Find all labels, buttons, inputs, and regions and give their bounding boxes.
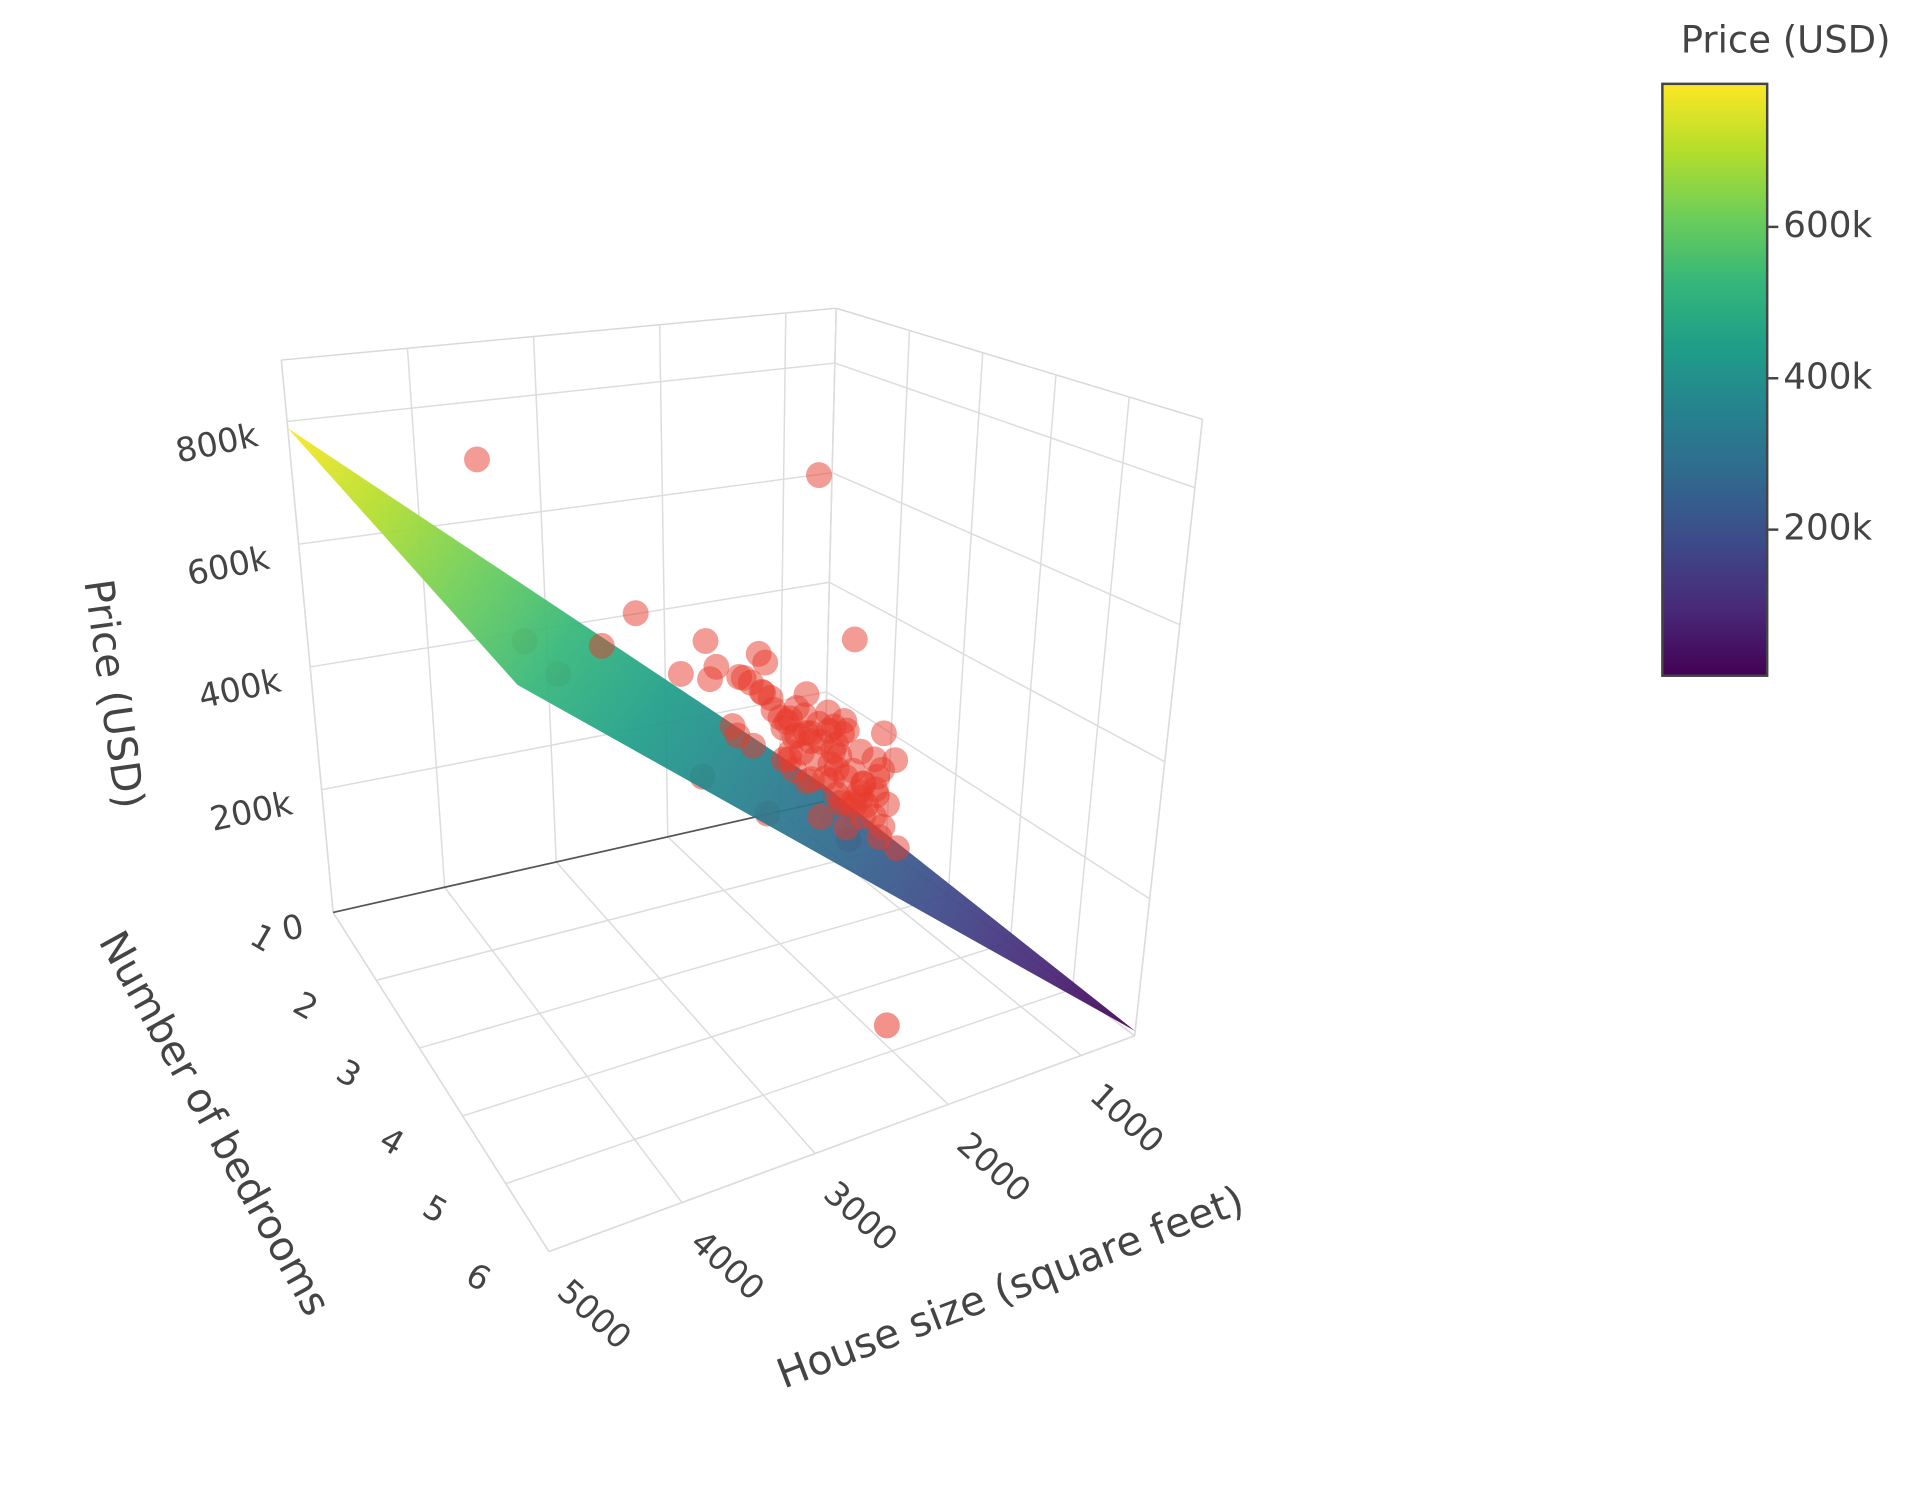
data-point bbox=[841, 626, 868, 653]
x-tick-label: 2000 bbox=[949, 1124, 1038, 1210]
data-point bbox=[802, 745, 829, 772]
colorbar-tick-label: 200k bbox=[1783, 508, 1872, 549]
data-point bbox=[873, 1012, 900, 1039]
grid-line bbox=[1133, 419, 1204, 1036]
y-tick-label: 5 bbox=[416, 1187, 454, 1231]
grid-line bbox=[947, 352, 984, 896]
data-point bbox=[883, 835, 910, 862]
z-tick-label: 400k bbox=[195, 661, 285, 717]
data-point bbox=[776, 705, 803, 732]
grid-line bbox=[321, 691, 827, 791]
data-point bbox=[748, 678, 775, 705]
data-point bbox=[847, 738, 874, 765]
data-point bbox=[850, 803, 877, 830]
data-point bbox=[588, 632, 615, 659]
colorbar-tick-label: 400k bbox=[1783, 356, 1872, 397]
grid-line bbox=[419, 894, 949, 1049]
y-tick-label: 1 bbox=[244, 916, 282, 960]
x-tick-label: 4000 bbox=[683, 1222, 772, 1308]
data-point bbox=[815, 717, 842, 744]
data-point bbox=[870, 720, 897, 747]
grid-line bbox=[555, 861, 816, 1154]
y-tick-label: 6 bbox=[459, 1255, 497, 1299]
z-tick-label: 0 bbox=[278, 906, 307, 949]
grid-line bbox=[280, 359, 334, 913]
y-axis-title: Number of bedrooms bbox=[89, 923, 340, 1324]
grid-line bbox=[462, 941, 1011, 1117]
grid-line bbox=[829, 581, 1166, 763]
data-point bbox=[667, 660, 694, 687]
data-point bbox=[752, 649, 779, 676]
grid-line bbox=[376, 847, 887, 981]
grid-line bbox=[332, 912, 550, 1252]
grid-line bbox=[406, 348, 446, 888]
data-point bbox=[781, 756, 807, 783]
grid-line bbox=[834, 362, 1196, 489]
grid-line bbox=[667, 836, 949, 1105]
data-point bbox=[703, 653, 730, 680]
x-tick-label: 5000 bbox=[550, 1271, 639, 1357]
data-point bbox=[622, 600, 649, 627]
grid-line bbox=[548, 1035, 1135, 1253]
z-tick-label: 600k bbox=[184, 538, 274, 594]
colorbar-tick-label: 600k bbox=[1783, 205, 1872, 246]
zero-line bbox=[332, 800, 825, 914]
data-point bbox=[464, 446, 490, 473]
grid-line bbox=[831, 471, 1181, 626]
y-tick-label: 2 bbox=[287, 983, 325, 1027]
surface-layer bbox=[287, 428, 1136, 1031]
colorbar-title: Price (USD) bbox=[1681, 18, 1891, 61]
grid-line bbox=[287, 362, 835, 423]
colorbar-layer: Price (USD) 200k 400k 600k bbox=[1661, 18, 1891, 677]
colorbar bbox=[1661, 82, 1769, 677]
y-tick-label: 3 bbox=[330, 1051, 368, 1095]
x-tick-label: 1000 bbox=[1083, 1075, 1172, 1161]
z-tick-label: 200k bbox=[207, 783, 297, 839]
data-point bbox=[807, 803, 834, 830]
regression-surface bbox=[287, 428, 1136, 1031]
y-tick-label: 4 bbox=[373, 1119, 411, 1163]
grid-line bbox=[1009, 374, 1057, 943]
box-edge bbox=[281, 307, 837, 361]
data-point bbox=[806, 462, 832, 489]
data-point bbox=[862, 776, 889, 803]
x-tick-label: 3000 bbox=[816, 1173, 905, 1259]
data-point bbox=[827, 790, 854, 816]
grid-line bbox=[505, 988, 1073, 1185]
z-tick-label: 800k bbox=[172, 415, 262, 471]
grid-line bbox=[444, 886, 683, 1203]
box-edge bbox=[836, 307, 1203, 420]
points-above-layer bbox=[464, 446, 910, 862]
z-axis-title: Price (USD) bbox=[74, 576, 154, 811]
grid-line bbox=[1071, 396, 1130, 989]
data-point bbox=[740, 732, 766, 759]
data-point bbox=[869, 756, 895, 783]
data-point bbox=[692, 628, 719, 654]
